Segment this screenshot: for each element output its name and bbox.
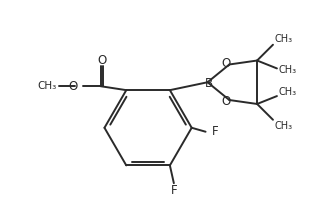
- Text: CH₃: CH₃: [275, 34, 293, 44]
- Text: CH₃: CH₃: [279, 87, 297, 97]
- Text: CH₃: CH₃: [275, 121, 293, 131]
- Text: CH₃: CH₃: [279, 65, 297, 75]
- Text: O: O: [222, 57, 231, 70]
- Text: O: O: [97, 54, 107, 67]
- Text: O: O: [68, 80, 78, 93]
- Text: B: B: [204, 77, 213, 90]
- Text: F: F: [212, 125, 218, 138]
- Text: F: F: [171, 183, 177, 197]
- Text: O: O: [222, 95, 231, 108]
- Text: CH₃: CH₃: [38, 81, 57, 91]
